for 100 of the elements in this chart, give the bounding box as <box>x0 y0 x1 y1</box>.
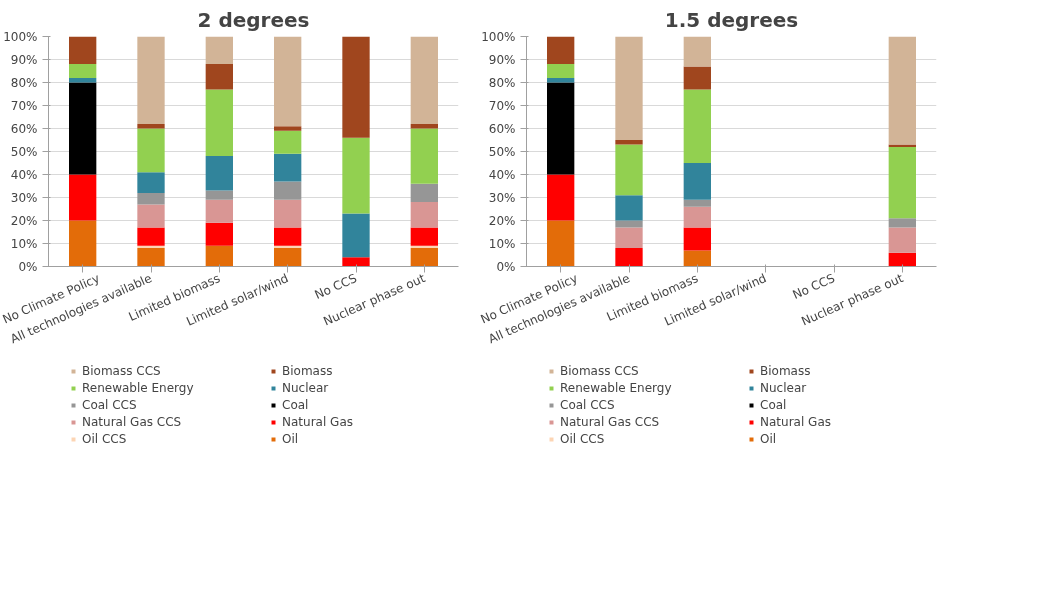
bar <box>69 36 97 65</box>
bar <box>274 126 302 131</box>
bar <box>69 82 97 175</box>
chart-title: 1.5 degrees <box>664 7 799 32</box>
legend-label: Oil <box>760 432 778 446</box>
bar <box>274 153 302 182</box>
bar <box>205 199 233 223</box>
bar <box>888 36 916 145</box>
bar <box>274 199 302 228</box>
bar <box>410 123 438 129</box>
legend-label: Oil <box>282 432 300 446</box>
bar <box>137 192 165 205</box>
legend-label: Renewable Energy <box>560 381 672 395</box>
bar <box>683 199 711 207</box>
y-tick-label: 30% <box>10 190 38 205</box>
bar <box>410 36 438 124</box>
bar <box>547 36 575 65</box>
bar <box>342 213 370 258</box>
bar <box>410 248 438 267</box>
y-tick-label: 50% <box>10 144 38 159</box>
bar <box>547 174 575 221</box>
bar <box>888 252 916 267</box>
y-tick-label: 90% <box>10 52 38 67</box>
bar <box>683 36 711 67</box>
bar <box>888 218 916 228</box>
y-tick-label: 100% <box>3 29 38 44</box>
bar <box>69 77 97 83</box>
bar <box>137 227 165 246</box>
bar <box>547 77 575 83</box>
bar <box>69 64 97 78</box>
y-tick-label: 80% <box>10 75 38 90</box>
bar <box>888 146 916 219</box>
bar <box>137 128 165 173</box>
bar <box>137 204 165 228</box>
y-tick-label: 20% <box>488 213 516 228</box>
legend-label: Natural Gas <box>282 415 353 429</box>
y-tick-label: 60% <box>10 121 38 136</box>
bar <box>274 248 302 267</box>
y-tick-label: 70% <box>10 98 38 113</box>
legend-label: Natural Gas CCS <box>560 415 660 429</box>
legend-label: Oil CCS <box>560 432 605 446</box>
x-tick-label: No CCS <box>790 271 837 303</box>
y-tick-label: 60% <box>488 121 516 136</box>
legend-label: Nuclear <box>760 381 807 395</box>
legend-label: Oil CCS <box>82 432 127 446</box>
legend-label: Biomass CCS <box>560 364 639 378</box>
bar <box>410 183 438 203</box>
legend-label: Biomass CCS <box>82 364 161 378</box>
y-tick-label: 30% <box>488 190 516 205</box>
bar <box>137 36 165 124</box>
bar <box>547 64 575 78</box>
bar <box>137 123 165 129</box>
legend-label: Coal <box>282 398 309 412</box>
bar <box>615 195 643 221</box>
bar <box>205 156 233 191</box>
legend-label: Natural Gas CCS <box>82 415 182 429</box>
bar <box>205 245 233 267</box>
y-tick-label: 90% <box>488 52 516 67</box>
y-tick-label: 20% <box>10 213 38 228</box>
bar <box>205 190 233 200</box>
bar <box>615 248 643 267</box>
bar <box>410 227 438 246</box>
y-tick-label: 70% <box>488 98 516 113</box>
y-tick-label: 10% <box>488 236 516 251</box>
y-tick-label: 50% <box>488 144 516 159</box>
legend-label: Coal CCS <box>82 398 137 412</box>
bar <box>410 202 438 228</box>
bar <box>547 82 575 175</box>
bar <box>274 130 302 154</box>
y-tick-label: 10% <box>10 236 38 251</box>
bar <box>683 206 711 228</box>
y-tick-label: 0% <box>18 259 38 274</box>
y-tick-label: 40% <box>488 167 516 182</box>
bar <box>342 257 370 267</box>
bar <box>342 137 370 214</box>
bar <box>205 36 233 65</box>
bar <box>683 227 711 251</box>
bar <box>615 227 643 249</box>
legend-label: Nuclear <box>282 381 329 395</box>
legend-label: Coal CCS <box>560 398 615 412</box>
bar <box>205 64 233 90</box>
x-tick-label: No CCS <box>312 271 359 303</box>
bar <box>888 227 916 253</box>
bar <box>683 66 711 90</box>
legend-label: Coal <box>760 398 787 412</box>
bar <box>547 220 575 267</box>
bar <box>205 222 233 246</box>
chart-title: 2 degrees <box>197 7 310 32</box>
bar <box>274 227 302 246</box>
bar <box>274 36 302 127</box>
bar <box>615 140 643 145</box>
bar <box>615 144 643 196</box>
bar <box>683 163 711 200</box>
y-tick-label: 100% <box>481 29 516 44</box>
bar <box>683 250 711 267</box>
bar <box>69 220 97 267</box>
legend-label: Natural Gas <box>760 415 831 429</box>
bar <box>615 36 643 140</box>
y-tick-label: 40% <box>10 167 38 182</box>
bar <box>205 89 233 157</box>
